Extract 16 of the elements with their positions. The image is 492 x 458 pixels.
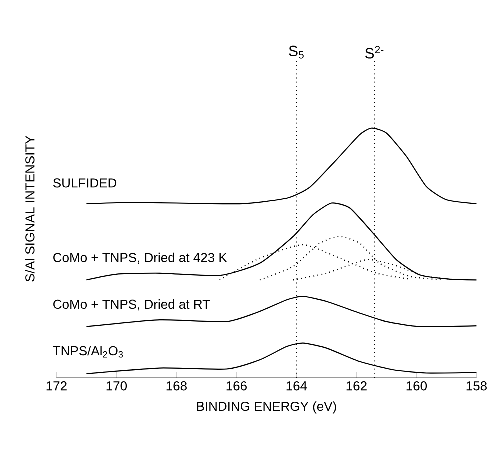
x-tick-label: 168 (166, 382, 187, 391)
x-tick-label: 166 (226, 382, 247, 391)
series-label: SULFIDED (53, 178, 117, 188)
x-tick-label: 158 (466, 382, 487, 391)
ref-line-label: S$_{5}$ (289, 46, 304, 59)
x-tick-label: 170 (106, 382, 128, 391)
series-label: TNPS/Al$_{2}$O$_{3}$ (53, 346, 124, 358)
x-tick-label: 162 (346, 382, 367, 391)
ref-line-label: S$^{2-}$ (365, 46, 384, 59)
series-label: CoMo + TNPS, Dried at RT (54, 300, 210, 311)
x-tick-label: 172 (46, 382, 67, 391)
x-tick-label: 164 (286, 382, 308, 391)
y-axis-title: S/Al SIGNAL INTENSITY (25, 136, 35, 282)
x-tick-label: 160 (406, 382, 428, 391)
series-label: CoMo + TNPS, Dried at 423 K (54, 252, 228, 264)
x-axis-title: BINDING ENERGY (eV) (197, 402, 336, 414)
